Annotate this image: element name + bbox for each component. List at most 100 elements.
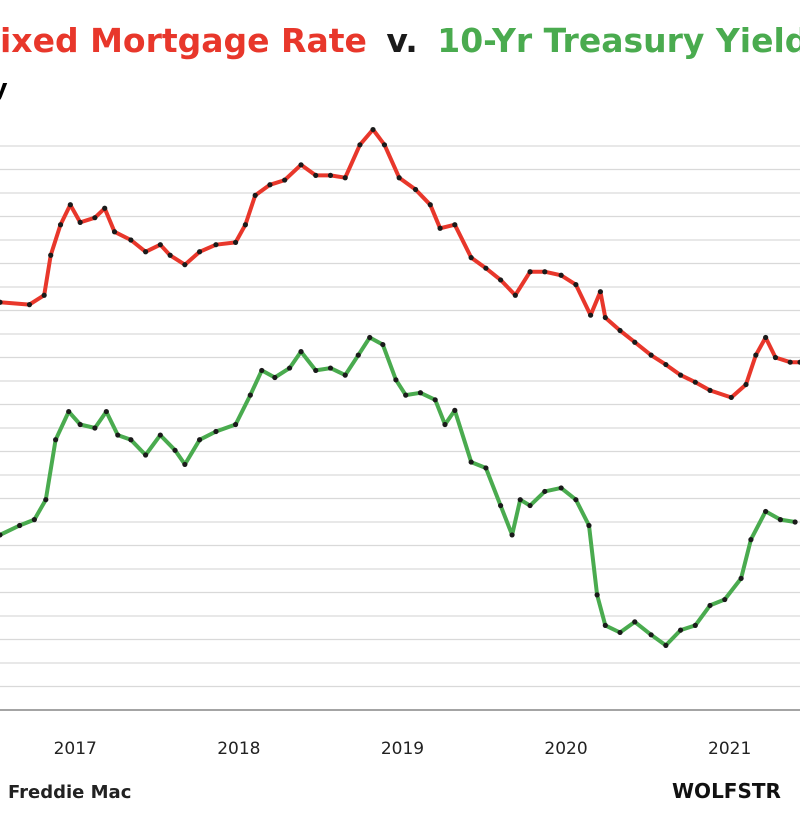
data-point — [196, 249, 203, 255]
data-point — [31, 517, 37, 523]
data-point — [597, 289, 604, 295]
data-point — [558, 485, 564, 491]
data-point — [355, 352, 361, 358]
data-point — [342, 372, 348, 378]
data-point — [298, 162, 304, 168]
data-point — [103, 408, 109, 415]
data-point — [772, 354, 779, 361]
data-point — [167, 252, 173, 258]
data-point — [594, 592, 600, 598]
data-point — [432, 397, 438, 403]
data-point — [286, 365, 293, 371]
data-point — [753, 352, 759, 358]
data-point — [498, 277, 504, 283]
subtitle: y — [0, 74, 8, 102]
data-point — [182, 461, 188, 468]
data-point — [586, 522, 592, 529]
data-point — [797, 359, 800, 365]
data-point — [617, 327, 623, 334]
data-point — [602, 622, 608, 629]
data-point — [748, 537, 754, 543]
data-point — [509, 532, 515, 538]
data-point — [242, 222, 248, 228]
data-point — [777, 517, 783, 523]
data-point — [213, 428, 219, 435]
data-point — [48, 252, 54, 258]
data-point — [172, 447, 178, 453]
data-point — [247, 392, 253, 398]
data-point — [663, 642, 669, 648]
data-point — [587, 312, 594, 318]
data-point — [707, 387, 713, 393]
title-part: ixed Mortgage Rate — [0, 21, 367, 60]
data-point — [0, 532, 3, 538]
data-point — [370, 126, 376, 133]
data-point — [17, 522, 23, 529]
data-point — [77, 421, 83, 428]
data-point — [437, 225, 443, 231]
data-point — [442, 421, 448, 428]
data-point — [128, 237, 134, 243]
data-point — [157, 242, 163, 248]
data-point — [313, 172, 319, 178]
data-point — [259, 367, 265, 374]
data-point — [468, 459, 474, 465]
data-point — [66, 408, 72, 415]
data-point — [738, 575, 744, 582]
series-line — [0, 335, 796, 648]
source: Freddie Mac — [8, 782, 131, 803]
data-point — [617, 629, 623, 636]
data-point — [313, 367, 319, 374]
data-point — [692, 379, 698, 385]
data-point — [692, 622, 698, 629]
data-point — [196, 437, 203, 443]
data-point — [252, 192, 258, 198]
data-point — [327, 172, 334, 178]
data-point — [763, 334, 769, 341]
data-point — [573, 497, 579, 503]
data-point — [57, 222, 64, 228]
data-point — [357, 142, 363, 148]
data-point — [367, 334, 373, 341]
data-point — [213, 242, 219, 248]
data-point — [542, 269, 548, 275]
data-point — [115, 432, 121, 438]
data-point — [728, 394, 734, 401]
data-point — [527, 269, 533, 275]
data-point — [512, 292, 518, 298]
data-point — [26, 302, 33, 308]
data-point — [743, 381, 749, 388]
data-point — [452, 222, 458, 228]
data-point — [602, 314, 608, 321]
data-point — [143, 452, 149, 458]
data-point — [663, 361, 669, 368]
x-tick-label: 2021 — [708, 739, 751, 759]
x-tick-label: 2019 — [381, 739, 424, 759]
x-tick-label: 2017 — [54, 739, 97, 759]
data-point — [483, 465, 489, 471]
data-point — [542, 488, 548, 495]
data-point — [267, 182, 273, 188]
credit: WOLFSTR — [672, 779, 781, 803]
data-point — [143, 249, 149, 255]
data-point — [77, 219, 83, 225]
data-point — [381, 142, 388, 148]
data-point — [182, 262, 188, 268]
data-point — [92, 215, 98, 221]
data-point — [632, 619, 638, 625]
data-point — [298, 349, 304, 355]
title-part: 10-Yr Treasury Yield — [437, 21, 800, 60]
data-point — [417, 390, 424, 396]
data-point — [232, 421, 239, 428]
data-point — [787, 359, 793, 365]
data-point — [282, 177, 288, 183]
data-point — [468, 255, 474, 261]
data-point — [517, 497, 523, 503]
data-point — [43, 497, 49, 503]
data-point — [677, 372, 684, 378]
data-point — [573, 282, 579, 288]
data-point — [67, 202, 73, 208]
data-point — [128, 437, 134, 443]
data-point — [722, 596, 728, 603]
data-point — [92, 425, 98, 431]
